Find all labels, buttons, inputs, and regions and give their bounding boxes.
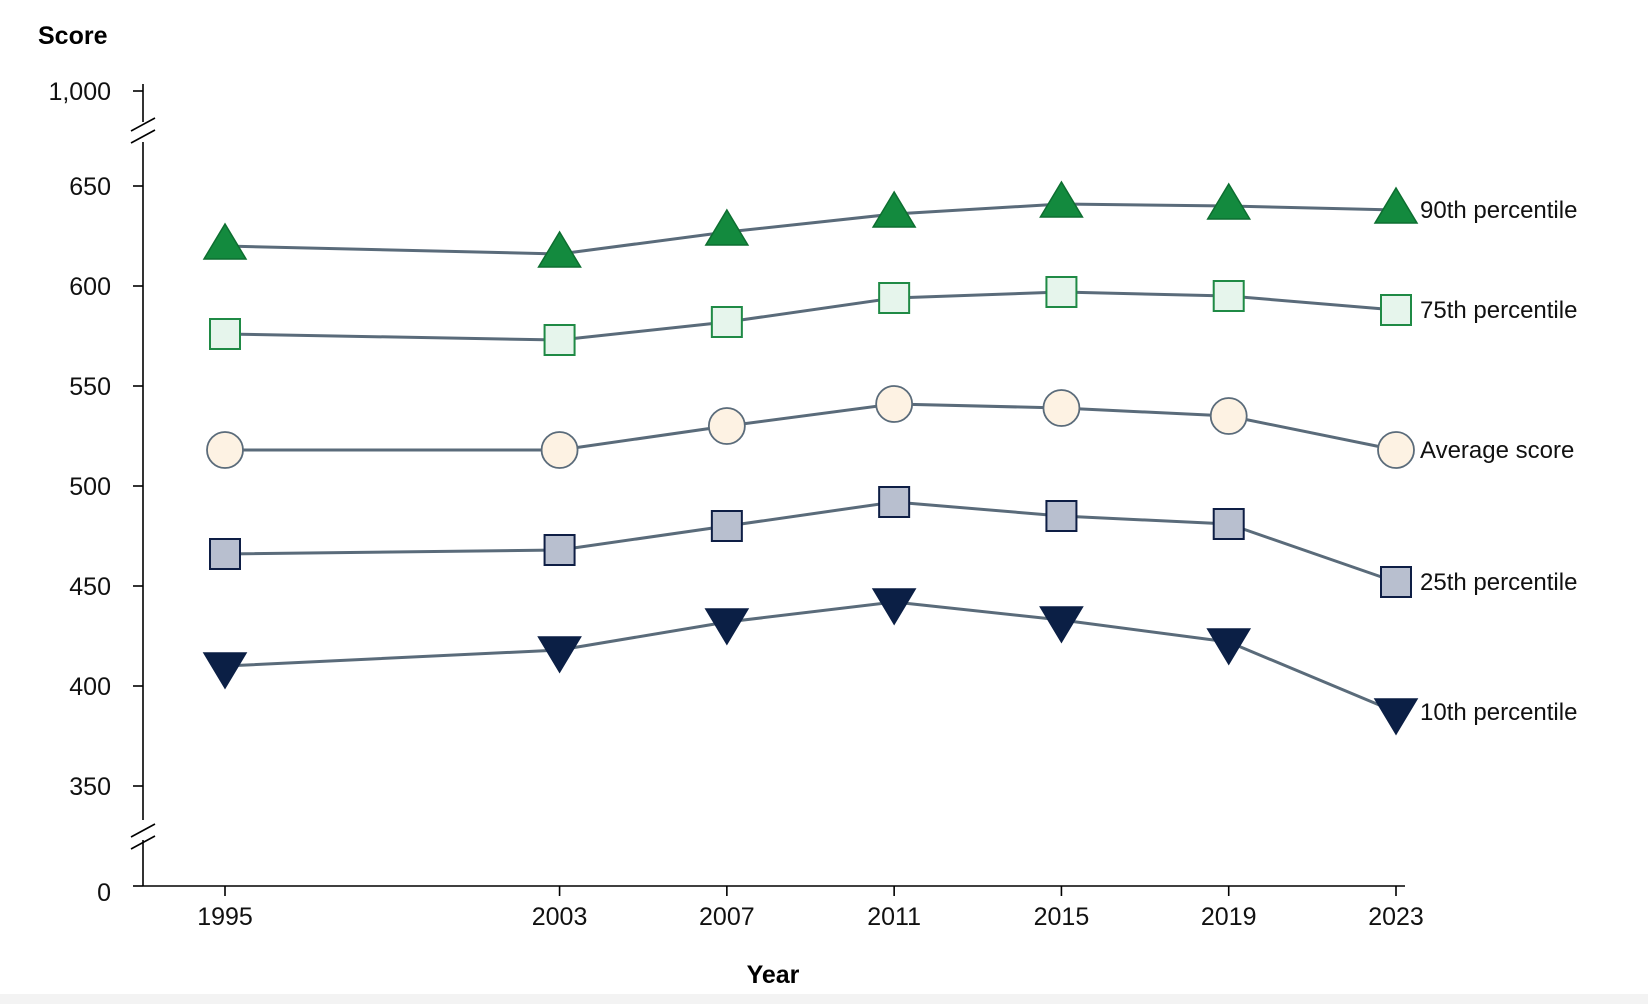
point-75th-percentile-2019 (1212, 280, 1245, 312)
series-line-10th-percentile (224, 600, 1397, 714)
point-25th-percentile-2023 (1380, 566, 1412, 598)
series-label-90th-percentile: 90th percentile (1420, 197, 1577, 224)
x-tick-label-2015: 2015 (1034, 903, 1090, 931)
point-90th-percentile-1995 (202, 222, 248, 260)
series-75th-percentile: 75th percentile (209, 276, 1577, 356)
series-label-average-score: Average score (1420, 437, 1574, 464)
x-tick-label-1995: 1995 (197, 903, 253, 931)
x-ticks: 1995 2003 2007 2011 2015 2019 2023 (197, 886, 1424, 931)
series-label-75th-percentile: 75th percentile (1420, 297, 1577, 324)
point-average-score-2019 (1209, 397, 1248, 435)
point-10th-percentile-2011 (871, 588, 917, 626)
point-10th-percentile-1995 (202, 652, 248, 690)
series-10th-percentile: 10th percentile (202, 588, 1577, 736)
series-average-score: Average score (206, 385, 1574, 469)
point-75th-percentile-2007 (710, 306, 743, 338)
x-tick-label-2003: 2003 (532, 903, 588, 931)
y-axis (133, 84, 144, 887)
point-average-score-2003 (540, 431, 579, 469)
series-layer: 90th percentile 75th percentile Average sc… (202, 180, 1577, 736)
x-tick-label-2011: 2011 (867, 903, 921, 931)
point-90th-percentile-2007 (704, 208, 750, 246)
series-label-10th-percentile: 10th percentile (1420, 699, 1577, 726)
point-75th-percentile-2011 (878, 282, 911, 314)
point-90th-percentile-2011 (871, 190, 917, 228)
y-tick-label-350: 350 (69, 773, 111, 801)
series-90th-percentile: 90th percentile (202, 180, 1577, 268)
series-label-25th-percentile: 25th percentile (1420, 569, 1577, 596)
y-axis-title: Score (38, 22, 108, 50)
y-tick-label-500: 500 (69, 473, 111, 501)
bottom-band (0, 994, 1648, 1004)
point-average-score-2011 (875, 385, 914, 423)
point-75th-percentile-2015 (1045, 276, 1078, 308)
point-average-score-1995 (206, 431, 244, 469)
point-25th-percentile-1995 (209, 538, 241, 570)
point-average-score-2015 (1042, 389, 1081, 427)
point-10th-percentile-2015 (1039, 606, 1084, 644)
point-25th-percentile-2019 (1212, 508, 1245, 540)
point-25th-percentile-2015 (1045, 500, 1078, 532)
y-ticks: 350 400 450 500 550 600 650 (69, 173, 143, 801)
point-90th-percentile-2019 (1206, 182, 1252, 220)
y-tick-label-450: 450 (69, 573, 111, 601)
point-25th-percentile-2003 (543, 534, 576, 566)
point-10th-percentile-2019 (1206, 628, 1252, 666)
point-10th-percentile-2003 (537, 636, 582, 674)
y-tick-label-1000: 1,000 (48, 78, 111, 106)
y-axis-break-top (130, 117, 156, 144)
point-average-score-2023 (1377, 431, 1415, 469)
point-90th-percentile-2015 (1039, 180, 1084, 218)
point-10th-percentile-2023 (1373, 698, 1419, 736)
x-axis-title: Year (747, 961, 800, 989)
point-average-score-2007 (707, 407, 746, 445)
point-90th-percentile-2023 (1373, 186, 1419, 224)
series-25th-percentile: 25th percentile (209, 486, 1577, 598)
point-25th-percentile-2007 (710, 510, 743, 542)
point-90th-percentile-2003 (537, 230, 582, 268)
x-tick-label-2007: 2007 (699, 903, 755, 931)
y-tick-label-550: 550 (69, 373, 111, 401)
y-tick-label-650: 650 (69, 173, 111, 201)
point-10th-percentile-2007 (704, 608, 750, 646)
x-tick-label-2019: 2019 (1201, 903, 1257, 931)
point-75th-percentile-2003 (543, 324, 576, 356)
y-tick-label-600: 600 (69, 273, 111, 301)
point-75th-percentile-1995 (209, 318, 241, 350)
y-axis-break-bottom (130, 823, 156, 850)
x-tick-label-2023: 2023 (1368, 903, 1424, 931)
y-tick-label-0: 0 (97, 879, 111, 907)
y-tick-label-400: 400 (69, 673, 111, 701)
point-25th-percentile-2011 (878, 486, 911, 518)
point-75th-percentile-2023 (1380, 294, 1412, 326)
